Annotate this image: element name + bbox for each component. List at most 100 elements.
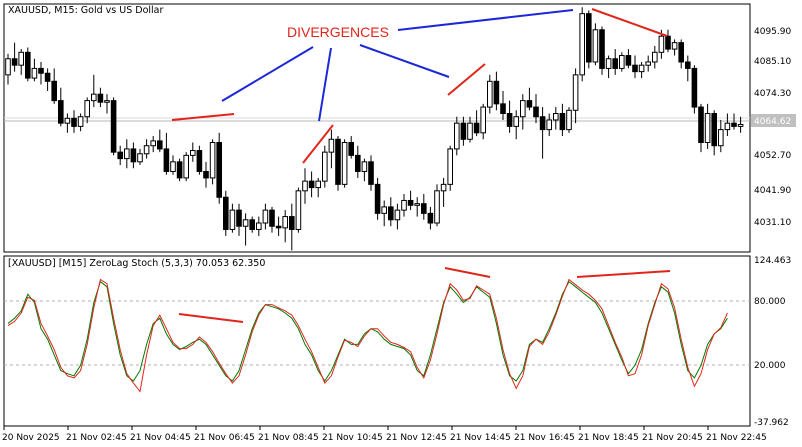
time-tick-label: 21 Nov 16:45 bbox=[514, 433, 575, 443]
candle bbox=[176, 158, 183, 182]
candle-body bbox=[553, 113, 559, 121]
candle bbox=[671, 39, 678, 56]
time-tick-label: 21 Nov 14:45 bbox=[450, 433, 511, 443]
candle-body bbox=[572, 74, 579, 111]
candle bbox=[183, 152, 189, 182]
candle-body bbox=[262, 209, 269, 224]
candle bbox=[434, 184, 440, 227]
candle-body bbox=[216, 141, 222, 198]
candle bbox=[572, 68, 579, 124]
candle-body bbox=[295, 190, 302, 230]
candle bbox=[638, 61, 645, 79]
candle-body bbox=[130, 148, 137, 163]
candle bbox=[322, 145, 328, 188]
candle-body bbox=[11, 58, 18, 66]
candle bbox=[157, 129, 163, 153]
candle bbox=[605, 55, 612, 79]
candle-body bbox=[638, 64, 645, 73]
osc-tick-label: -37.962 bbox=[754, 418, 789, 428]
candle-body bbox=[223, 196, 229, 230]
price-panel-frame bbox=[3, 3, 751, 253]
candle bbox=[665, 29, 671, 53]
candle bbox=[520, 94, 526, 130]
candle bbox=[130, 142, 137, 169]
candle-body bbox=[18, 51, 24, 66]
candle-body bbox=[374, 183, 381, 214]
candle-body bbox=[209, 141, 216, 179]
candle-body bbox=[487, 80, 493, 108]
candle-body bbox=[599, 29, 605, 69]
candle-body bbox=[645, 61, 652, 66]
divergences-annotation: DIVERGENCES bbox=[287, 24, 389, 40]
price-tick-label: 4085.10 bbox=[754, 57, 791, 67]
candle bbox=[724, 113, 731, 137]
candle bbox=[25, 47, 31, 82]
candle-body bbox=[44, 72, 51, 82]
candle bbox=[473, 110, 480, 137]
stoch-series-line bbox=[7, 280, 728, 382]
candle bbox=[31, 58, 38, 82]
divergence-line bbox=[444, 267, 491, 278]
candle bbox=[249, 216, 255, 233]
candle-body bbox=[612, 58, 619, 69]
candle-body bbox=[678, 42, 685, 63]
time-tick-label: 20 Nov 2025 bbox=[2, 433, 60, 443]
price-tick-label: 4052.70 bbox=[754, 151, 791, 161]
candle bbox=[645, 55, 652, 72]
candle-body bbox=[355, 154, 361, 172]
candle-body bbox=[328, 138, 335, 153]
candle-body bbox=[190, 150, 196, 156]
candle-body bbox=[157, 140, 163, 150]
candle-body bbox=[143, 145, 150, 155]
candle-body bbox=[269, 209, 275, 227]
candle-body bbox=[691, 67, 698, 108]
candle bbox=[487, 74, 493, 114]
osc-tick-label: 124.463 bbox=[754, 256, 791, 266]
candle-body bbox=[38, 67, 44, 74]
candle bbox=[625, 49, 632, 69]
candle bbox=[328, 129, 335, 169]
candle bbox=[480, 103, 486, 140]
candle-body bbox=[434, 190, 440, 224]
candle bbox=[38, 61, 44, 85]
stoch-series-line bbox=[7, 278, 728, 393]
candle bbox=[97, 87, 104, 108]
candle-body bbox=[137, 153, 143, 163]
candle-body bbox=[447, 148, 453, 185]
candle-body bbox=[625, 55, 632, 66]
candle bbox=[110, 97, 117, 156]
candle-body bbox=[322, 151, 328, 182]
candle-body bbox=[711, 113, 718, 147]
candle bbox=[454, 116, 460, 156]
candle bbox=[223, 190, 229, 236]
candle-body bbox=[632, 64, 638, 73]
osc-tick-label: 20.000 bbox=[754, 361, 786, 371]
candle-body bbox=[652, 51, 658, 63]
candle-body bbox=[348, 141, 354, 156]
candle bbox=[440, 177, 447, 207]
candle-body bbox=[467, 122, 473, 140]
candle-body bbox=[440, 183, 447, 192]
candle-body bbox=[460, 122, 467, 140]
candle bbox=[718, 119, 724, 153]
candle bbox=[282, 210, 288, 243]
candle bbox=[242, 213, 249, 246]
candle-body bbox=[493, 80, 500, 105]
candle-body bbox=[414, 203, 420, 206]
candle-body bbox=[724, 122, 731, 131]
candle bbox=[355, 145, 361, 178]
candle-body bbox=[5, 58, 11, 76]
candle-body bbox=[381, 206, 387, 214]
candle bbox=[414, 197, 420, 217]
candle bbox=[190, 142, 196, 162]
time-tick-label: 21 Nov 10:45 bbox=[322, 433, 383, 443]
pointer-line bbox=[221, 46, 314, 102]
candle bbox=[11, 42, 18, 72]
candle bbox=[698, 103, 704, 153]
candle bbox=[632, 55, 638, 79]
candle bbox=[295, 187, 302, 233]
time-tick-label: 21 Nov 12:45 bbox=[386, 433, 447, 443]
divergence-line bbox=[302, 124, 334, 164]
candle bbox=[77, 113, 84, 132]
divergence-line bbox=[171, 113, 235, 121]
